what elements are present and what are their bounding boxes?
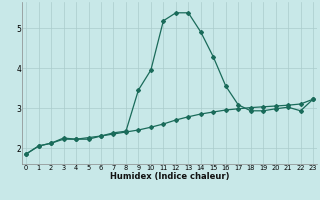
- X-axis label: Humidex (Indice chaleur): Humidex (Indice chaleur): [110, 172, 229, 181]
